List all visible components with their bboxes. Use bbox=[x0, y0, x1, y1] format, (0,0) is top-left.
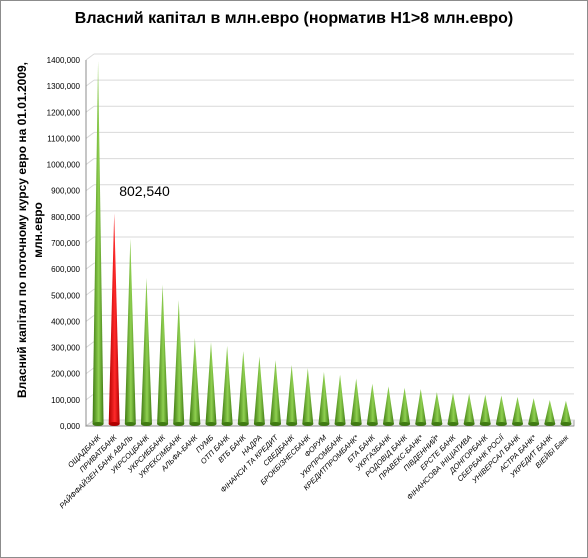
bar-20 bbox=[415, 389, 427, 424]
y-tick-label: 100,000 bbox=[51, 396, 80, 405]
bar-2 bbox=[124, 238, 136, 424]
bar-21 bbox=[431, 392, 443, 424]
bar-16 bbox=[350, 378, 362, 424]
bar-24 bbox=[479, 394, 491, 424]
bar-base-24 bbox=[479, 422, 491, 426]
gridline-depth bbox=[85, 262, 95, 270]
data-label-highlight: 802,540 bbox=[119, 183, 170, 199]
bar-17 bbox=[366, 383, 378, 424]
gridline-depth bbox=[85, 210, 95, 218]
bar-base-12 bbox=[286, 422, 298, 426]
bar-22 bbox=[447, 392, 459, 424]
gridline-depth bbox=[85, 315, 95, 322]
y-tick-label: 800,000 bbox=[51, 213, 80, 222]
bar-3 bbox=[140, 277, 152, 424]
bar-base-25 bbox=[495, 422, 507, 426]
bar-base-7 bbox=[205, 422, 217, 426]
gridline-depth bbox=[85, 393, 95, 401]
bar-base-23 bbox=[463, 422, 475, 426]
bar-0 bbox=[92, 60, 104, 425]
y-tick-label: 1300,000 bbox=[47, 82, 81, 91]
bar-base-1 bbox=[108, 422, 120, 426]
bar-base-2 bbox=[124, 422, 136, 426]
bar-26 bbox=[512, 396, 524, 424]
bar-23 bbox=[463, 393, 475, 424]
gridline-depth bbox=[85, 367, 95, 375]
bar-14 bbox=[318, 372, 330, 424]
bar-5 bbox=[173, 300, 185, 424]
y-tick-label: 700,000 bbox=[51, 239, 80, 248]
y-tick-label: 600,000 bbox=[51, 265, 80, 274]
bar-1 bbox=[108, 213, 120, 424]
bar-base-4 bbox=[157, 422, 169, 426]
bar-base-5 bbox=[173, 422, 185, 426]
bar-11 bbox=[270, 360, 282, 424]
bar-6 bbox=[189, 338, 201, 424]
y-tick-label: 300,000 bbox=[51, 344, 80, 353]
bar-base-3 bbox=[140, 422, 152, 426]
gridline-depth bbox=[85, 132, 95, 139]
bar-10 bbox=[253, 356, 265, 424]
bar-base-0 bbox=[92, 422, 104, 426]
bar-29 bbox=[560, 400, 572, 424]
gridline-depth bbox=[85, 236, 95, 244]
bar-base-21 bbox=[431, 422, 443, 426]
bar-base-6 bbox=[189, 422, 201, 426]
bar-base-14 bbox=[318, 422, 330, 426]
bar-base-18 bbox=[382, 422, 394, 426]
bar-base-8 bbox=[221, 422, 233, 426]
bar-12 bbox=[286, 364, 298, 424]
bar-base-27 bbox=[528, 422, 540, 426]
bar-base-19 bbox=[399, 422, 411, 426]
bar-base-9 bbox=[237, 422, 249, 426]
bar-27 bbox=[528, 398, 540, 424]
gridline-depth bbox=[85, 158, 95, 165]
gridline-depth bbox=[85, 341, 95, 348]
bar-15 bbox=[334, 374, 346, 424]
bar-base-17 bbox=[366, 422, 378, 426]
bar-base-10 bbox=[253, 422, 265, 426]
gridline-depth bbox=[85, 105, 95, 113]
y-tick-label: 400,000 bbox=[51, 317, 80, 326]
bar-19 bbox=[399, 387, 411, 424]
bar-base-15 bbox=[334, 422, 346, 426]
bar-base-20 bbox=[415, 422, 427, 426]
bar-base-26 bbox=[512, 422, 524, 426]
y-tick-label: 500,000 bbox=[51, 291, 80, 300]
bar-13 bbox=[302, 368, 314, 424]
bar-7 bbox=[205, 341, 217, 424]
y-tick-label: 1100,000 bbox=[47, 134, 80, 143]
bar-28 bbox=[544, 399, 556, 424]
bar-base-16 bbox=[350, 422, 362, 426]
bar-base-13 bbox=[302, 422, 314, 426]
gridline-depth bbox=[85, 53, 95, 61]
gridline-depth bbox=[85, 184, 95, 192]
bar-base-22 bbox=[447, 422, 459, 426]
bar-4 bbox=[157, 284, 169, 424]
y-tick-label: 900,000 bbox=[51, 187, 80, 196]
bar-8 bbox=[221, 345, 233, 424]
chart-title: Власний капітал в млн.евро (норматив Н1>… bbox=[74, 10, 514, 27]
bar-base-28 bbox=[544, 422, 556, 426]
bar-25 bbox=[495, 395, 507, 424]
bar-9 bbox=[237, 351, 249, 424]
gridline-depth bbox=[85, 79, 95, 87]
y-tick-label: 200,000 bbox=[51, 370, 80, 379]
y-tick-label: 1400,000 bbox=[47, 56, 81, 65]
bar-18 bbox=[382, 386, 394, 424]
bar-base-29 bbox=[560, 422, 572, 426]
y-tick-label: 1000,000 bbox=[47, 161, 81, 170]
y-tick-label: 1200,000 bbox=[47, 108, 81, 117]
bar-base-11 bbox=[270, 422, 282, 426]
y-tick-label: 0,000 bbox=[60, 422, 81, 431]
gridline-depth bbox=[85, 288, 95, 296]
